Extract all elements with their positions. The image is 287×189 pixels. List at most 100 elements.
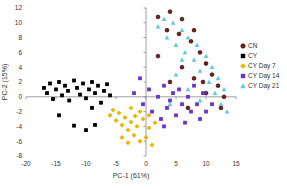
x-tick-label: -5: [113, 160, 119, 167]
point: [141, 102, 145, 106]
x-tick: [206, 97, 207, 100]
point: [87, 88, 91, 92]
point: [222, 87, 227, 91]
point: [183, 50, 188, 54]
y-tick-label: -8: [16, 152, 22, 159]
point: [156, 24, 161, 28]
legend-label: CN: [248, 42, 258, 49]
point: [186, 35, 191, 39]
point: [90, 80, 94, 84]
y-tick-label: 8: [18, 34, 22, 41]
point: [177, 32, 181, 36]
point: [198, 68, 203, 72]
point: [141, 117, 146, 122]
point: [93, 123, 97, 127]
point: [198, 98, 203, 102]
point: [216, 84, 220, 88]
point: [186, 87, 191, 91]
point: [192, 84, 196, 88]
y-tick-label: 6: [18, 49, 22, 56]
point: [126, 128, 131, 133]
point: [135, 124, 140, 129]
x-tick: [116, 97, 117, 100]
point: [168, 80, 172, 84]
point: [120, 135, 125, 140]
point: [147, 113, 152, 118]
point: [189, 110, 193, 114]
point: [129, 105, 134, 110]
x-axis: [26, 96, 236, 97]
points: [42, 10, 229, 148]
point: [180, 28, 185, 32]
y-tick-label: 0: [18, 93, 22, 100]
point: [201, 80, 205, 84]
x-tick-label: 5: [174, 160, 178, 167]
point: [129, 119, 134, 124]
legend-marker: [241, 74, 245, 78]
point: [105, 82, 109, 86]
point: [111, 108, 116, 113]
point: [162, 125, 166, 129]
y-tick: [144, 67, 147, 68]
point: [162, 17, 167, 21]
point: [147, 88, 151, 92]
point: [117, 111, 122, 116]
point: [153, 120, 158, 125]
point: [201, 91, 205, 95]
legend-label: CY: [248, 52, 258, 59]
point: [165, 28, 169, 32]
point: [57, 113, 61, 117]
x-tick: [236, 97, 237, 100]
y-tick: [144, 96, 147, 97]
point: [54, 88, 58, 92]
y-tick: [144, 22, 147, 23]
point: [210, 102, 214, 106]
point: [225, 109, 230, 113]
point: [123, 115, 128, 120]
point: [150, 142, 155, 147]
y-tick: [144, 52, 147, 53]
point: [78, 93, 82, 97]
point: [171, 20, 176, 24]
point: [165, 35, 170, 39]
point: [162, 84, 166, 88]
y-tick-label: 4: [18, 64, 22, 71]
y-tick: [144, 111, 147, 112]
point: [120, 122, 125, 127]
point: [192, 76, 196, 80]
y-tick-label: -6: [16, 138, 22, 145]
point: [180, 102, 184, 106]
point: [51, 97, 55, 101]
point: [219, 102, 224, 106]
point: [204, 62, 208, 66]
point: [210, 65, 215, 69]
point: [186, 106, 190, 110]
x-tick-label: -15: [51, 160, 61, 167]
y-tick: [144, 156, 147, 157]
y-tick-label: 12: [15, 4, 23, 11]
point: [180, 57, 185, 61]
legend-label: CY Day 21: [248, 82, 280, 90]
x-tick-label: -20: [21, 160, 31, 167]
point: [90, 106, 94, 110]
point: [108, 93, 112, 97]
point: [210, 73, 214, 77]
point: [165, 106, 169, 110]
y-tick: [144, 37, 147, 38]
point: [108, 113, 113, 118]
point: [138, 109, 143, 114]
point: [96, 84, 100, 88]
point: [93, 91, 97, 95]
x-tick-label: 10: [202, 160, 210, 167]
point: [60, 93, 64, 97]
y-tick-label: 2: [18, 78, 22, 85]
point: [156, 54, 160, 58]
point: [75, 86, 79, 90]
point: [84, 128, 88, 132]
point: [57, 80, 61, 84]
y-tick: [144, 8, 147, 9]
y-tick-label: -4: [16, 123, 22, 130]
point: [42, 86, 46, 90]
point: [207, 80, 212, 84]
y-title: PC-2 (15%): [1, 64, 9, 101]
